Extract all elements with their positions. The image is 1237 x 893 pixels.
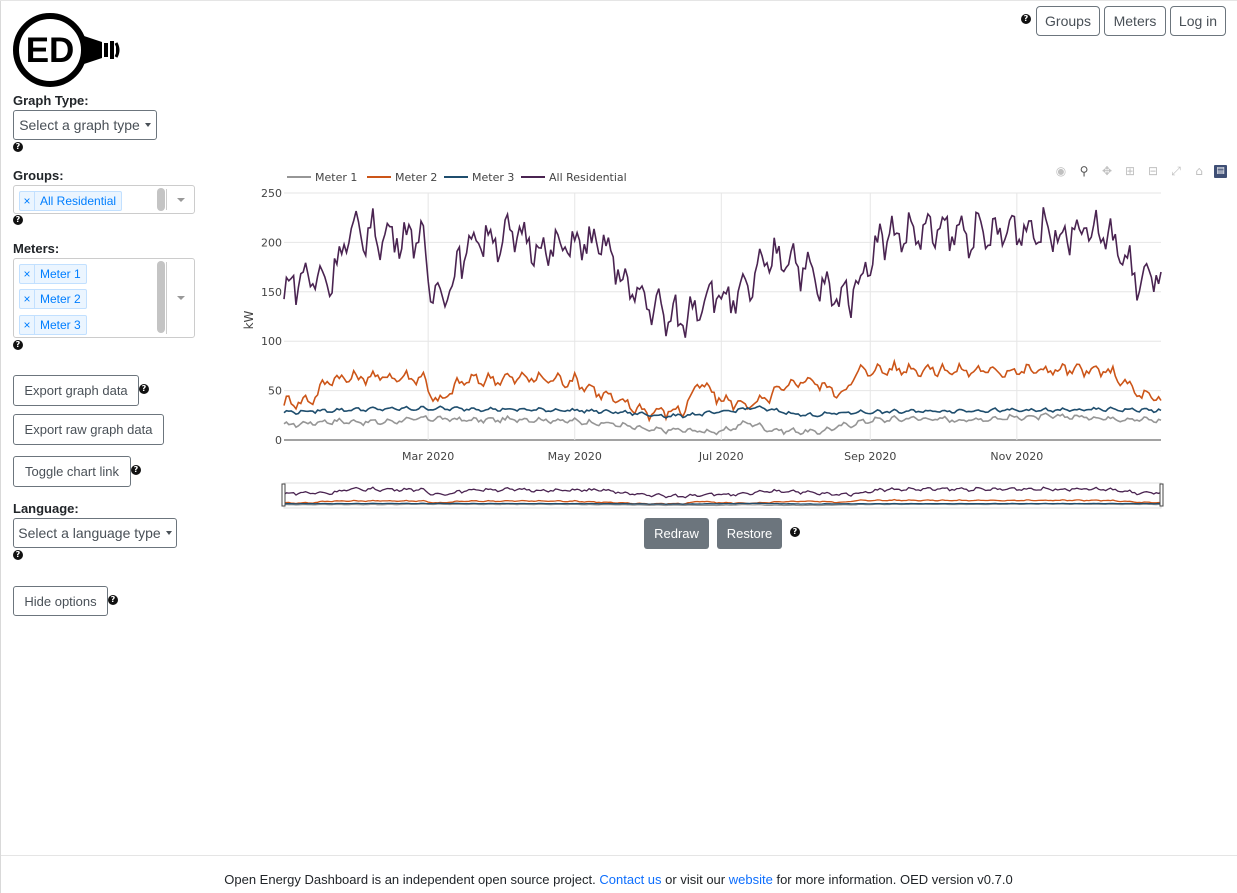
footer: Open Energy Dashboard is an independent … <box>0 872 1237 887</box>
meters-button[interactable]: Meters <box>1104 6 1166 36</box>
remove-tag-icon[interactable]: × <box>20 265 35 283</box>
chart-modebar: ◉ ⚲ ✥ ⊞ ⊟ ⤢ ⌂ ▤ <box>1053 163 1227 179</box>
meter-tag-label: Meter 2 <box>40 292 81 306</box>
y-tick-label: 50 <box>268 385 282 398</box>
legend-entry: Meter 3 <box>472 171 514 184</box>
footer-text-1: Open Energy Dashboard is an independent … <box>224 872 596 887</box>
export-graph-data-button[interactable]: Export graph data <box>13 375 139 406</box>
graph-type-dropdown-label: Select a graph type <box>19 117 140 133</box>
y-tick-label: 100 <box>261 335 282 348</box>
groups-separator <box>166 189 167 210</box>
x-tick-label: Sep 2020 <box>844 450 896 463</box>
meter-tag-label: Meter 1 <box>40 267 81 281</box>
graph-type-label: Graph Type: <box>13 93 89 108</box>
meter-tag[interactable]: × Meter 2 <box>19 289 87 309</box>
zoom-icon[interactable]: ⚲ <box>1079 164 1089 178</box>
plotly-logo-icon[interactable]: ▤ <box>1214 164 1227 178</box>
range-slider-line <box>283 486 1162 499</box>
zoom-out-icon[interactable]: ⊟ <box>1147 164 1159 178</box>
header-help-icon[interactable]: ? <box>1021 14 1031 24</box>
footer-text-2: or visit our <box>665 872 726 887</box>
legend-entry: All Residential <box>549 171 627 184</box>
y-tick-label: 0 <box>275 434 282 447</box>
login-button[interactable]: Log in <box>1170 6 1226 36</box>
autoscale-icon[interactable]: ⤢ <box>1171 163 1181 178</box>
group-tag[interactable]: × All Residential <box>19 191 123 211</box>
range-slider-right-handle <box>1159 483 1164 507</box>
pan-icon[interactable]: ✥ <box>1101 164 1113 178</box>
camera-icon[interactable]: ◉ <box>1055 164 1067 178</box>
group-tag-label: All Residential <box>40 194 117 208</box>
remove-tag-icon[interactable]: × <box>20 290 35 308</box>
chevron-down-icon[interactable] <box>177 296 185 300</box>
y-tick-label: 250 <box>261 187 282 200</box>
range-slider-line <box>283 498 1162 506</box>
meter-tag-label: Meter 3 <box>40 318 81 332</box>
export-raw-graph-data-button[interactable]: Export raw graph data <box>13 414 164 445</box>
y-axis-label: kW <box>242 310 256 329</box>
legend-entry: Meter 2 <box>395 171 437 184</box>
website-link[interactable]: website <box>728 872 773 887</box>
chevron-down-icon[interactable] <box>177 198 185 202</box>
graph-buttons-help-icon[interactable]: ? <box>790 527 800 537</box>
remove-tag-icon[interactable]: × <box>20 316 35 334</box>
groups-help-icon[interactable]: ? <box>13 215 23 225</box>
reset-axes-icon[interactable]: ⌂ <box>1195 164 1203 178</box>
chevron-down-icon <box>144 123 151 127</box>
export-help-icon[interactable]: ? <box>139 384 149 394</box>
legend-entry: Meter 1 <box>315 171 357 184</box>
y-tick-label: 150 <box>261 286 282 299</box>
graph-type-help-icon[interactable]: ? <box>13 142 23 152</box>
x-tick-label: Jul 2020 <box>698 450 744 463</box>
range-slider-left-handle <box>281 483 286 507</box>
meters-scrollbar[interactable] <box>157 261 165 333</box>
groups-select[interactable]: × All Residential <box>13 185 195 214</box>
language-dropdown-label: Select a language type <box>18 525 161 541</box>
remove-tag-icon[interactable]: × <box>20 192 35 210</box>
range-slider-line <box>283 502 1162 505</box>
series-line <box>283 412 1162 436</box>
meters-select[interactable]: × Meter 1 × Meter 2 × Meter 3 <box>13 258 195 338</box>
groups-label: Groups: <box>13 168 64 183</box>
language-help-icon[interactable]: ? <box>13 550 23 560</box>
series-line <box>283 405 1162 419</box>
groups-scrollbar[interactable] <box>157 188 165 211</box>
meters-label: Meters: <box>13 241 60 256</box>
meters-help-icon[interactable]: ? <box>13 340 23 350</box>
y-tick-label: 200 <box>261 236 282 249</box>
meters-separator <box>166 262 167 334</box>
footer-divider <box>1 855 1237 856</box>
x-tick-label: Nov 2020 <box>990 450 1043 463</box>
zoom-in-icon[interactable]: ⊞ <box>1124 164 1136 178</box>
language-dropdown[interactable]: Select a language type <box>13 518 177 548</box>
window-top-edge <box>0 0 1237 1</box>
meter-tag[interactable]: × Meter 1 <box>19 264 87 284</box>
groups-button[interactable]: Groups <box>1036 6 1100 36</box>
footer-text-3: for more information. OED version v0.7.0 <box>776 872 1013 887</box>
hide-options-button[interactable]: Hide options <box>13 586 108 616</box>
window-edge <box>0 0 1 893</box>
logo-text: ED <box>26 31 75 70</box>
toggle-chart-link-button[interactable]: Toggle chart link <box>13 456 131 487</box>
language-label: Language: <box>13 501 79 516</box>
x-tick-label: May 2020 <box>548 450 602 463</box>
oed-logo[interactable]: ED <box>12 12 124 88</box>
restore-button[interactable]: Restore <box>717 518 782 549</box>
chevron-down-icon <box>165 531 172 535</box>
graph-type-dropdown[interactable]: Select a graph type <box>13 110 157 140</box>
chart-link-help-icon[interactable]: ? <box>131 465 141 475</box>
series-line <box>283 358 1162 423</box>
meter-tag[interactable]: × Meter 3 <box>19 315 87 335</box>
energy-line-chart[interactable]: 0 50 100 150 200 250 Mar 2020 May 2020 Jul 2020 S… <box>235 160 1235 515</box>
x-tick-label: Mar 2020 <box>402 450 454 463</box>
contact-us-link[interactable]: Contact us <box>599 872 662 887</box>
hide-options-help-icon[interactable]: ? <box>108 595 118 605</box>
redraw-button[interactable]: Redraw <box>644 518 709 549</box>
series-line <box>283 207 1162 338</box>
